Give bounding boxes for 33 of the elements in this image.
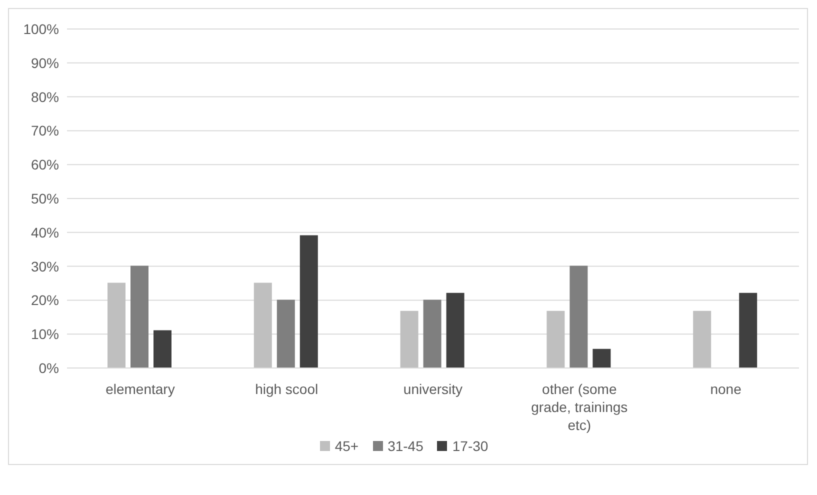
y-tick-label: 0% — [38, 360, 59, 376]
y-tick-label: 30% — [30, 258, 59, 274]
x-tick-label: university — [403, 381, 463, 397]
legend-label: 45+ — [334, 438, 359, 454]
x-tick-label: none — [710, 381, 742, 397]
bar — [546, 310, 565, 368]
x-tick-label: elementary — [106, 381, 175, 397]
bar — [592, 348, 611, 368]
bar — [423, 300, 442, 368]
bar — [693, 310, 712, 368]
y-tick-label: 100% — [23, 20, 59, 37]
bar — [300, 235, 318, 368]
bar — [400, 310, 418, 368]
y-tick-label: 40% — [30, 224, 59, 240]
x-tick-label: other (some grade, trainings etc) — [531, 381, 628, 433]
y-tick-label: 80% — [30, 88, 59, 105]
y-tick-label: 70% — [30, 122, 59, 139]
bar — [276, 300, 295, 368]
y-tick-label: 90% — [30, 54, 59, 71]
y-tick-label: 50% — [30, 190, 59, 206]
y-tick-label: 60% — [30, 156, 59, 173]
legend-label: 17-30 — [451, 438, 488, 454]
bar — [739, 292, 758, 368]
bar — [570, 266, 588, 368]
bar — [130, 266, 148, 368]
bar — [107, 282, 126, 368]
bar — [153, 330, 172, 368]
legend-label: 31-45 — [386, 438, 424, 454]
y-tick-label: 10% — [30, 326, 59, 342]
bar — [446, 292, 464, 368]
x-tick-label: high scool — [255, 381, 318, 397]
bar — [254, 282, 272, 368]
y-tick-label: 20% — [30, 292, 59, 308]
